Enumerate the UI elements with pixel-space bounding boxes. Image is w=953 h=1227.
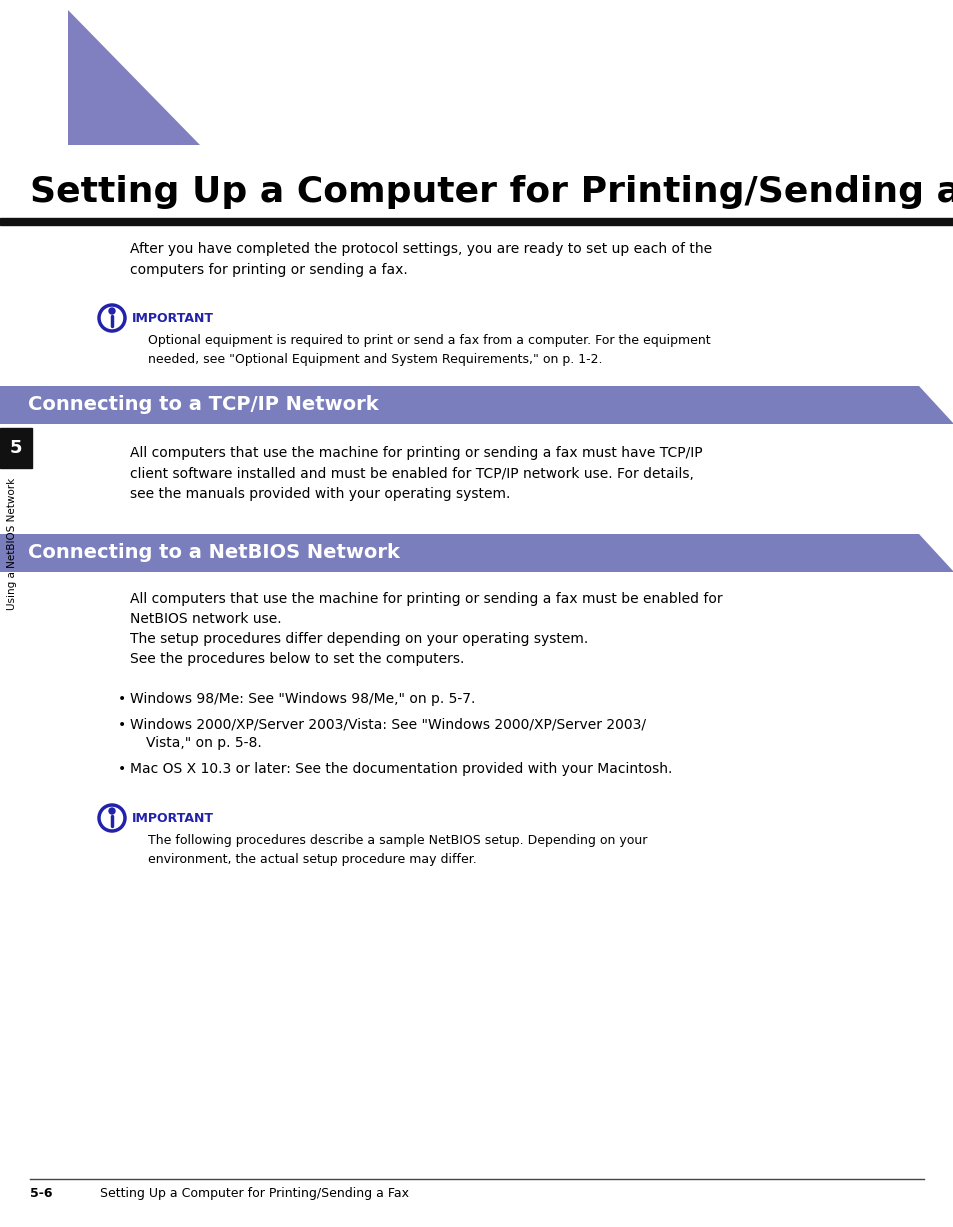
Text: The following procedures describe a sample NetBIOS setup. Depending on your
envi: The following procedures describe a samp… — [148, 834, 647, 865]
Text: Setting Up a Computer for Printing/Sending a Fax: Setting Up a Computer for Printing/Sendi… — [30, 175, 953, 209]
Text: Connecting to a NetBIOS Network: Connecting to a NetBIOS Network — [28, 544, 399, 562]
Text: •: • — [118, 762, 126, 775]
Text: Windows 2000/XP/Server 2003/Vista: See "Windows 2000/XP/Server 2003/: Windows 2000/XP/Server 2003/Vista: See "… — [130, 718, 645, 733]
Text: Using a NetBIOS Network: Using a NetBIOS Network — [7, 479, 17, 610]
Text: Optional equipment is required to print or send a fax from a computer. For the e: Optional equipment is required to print … — [148, 334, 710, 366]
Text: 5-6: 5-6 — [30, 1187, 52, 1200]
Bar — [0, 218, 953, 225]
Bar — [0, 428, 32, 467]
Text: IMPORTANT: IMPORTANT — [132, 811, 213, 825]
Text: •: • — [118, 692, 126, 706]
Text: All computers that use the machine for printing or sending a fax must have TCP/I: All computers that use the machine for p… — [130, 445, 702, 501]
Polygon shape — [0, 387, 953, 425]
Text: Setting Up a Computer for Printing/Sending a Fax: Setting Up a Computer for Printing/Sendi… — [100, 1187, 409, 1200]
Circle shape — [109, 809, 115, 814]
Text: 5: 5 — [10, 439, 22, 456]
Text: Windows 98/Me: See "Windows 98/Me," on p. 5-7.: Windows 98/Me: See "Windows 98/Me," on p… — [130, 692, 475, 706]
Circle shape — [109, 308, 115, 314]
Text: All computers that use the machine for printing or sending a fax must be enabled: All computers that use the machine for p… — [130, 591, 721, 666]
Text: After you have completed the protocol settings, you are ready to set up each of : After you have completed the protocol se… — [130, 242, 711, 276]
Polygon shape — [0, 534, 953, 572]
Text: Mac OS X 10.3 or later: See the documentation provided with your Macintosh.: Mac OS X 10.3 or later: See the document… — [130, 762, 672, 775]
Text: •: • — [118, 718, 126, 733]
Text: Vista," on p. 5-8.: Vista," on p. 5-8. — [146, 736, 261, 750]
Text: IMPORTANT: IMPORTANT — [132, 312, 213, 324]
Polygon shape — [68, 10, 200, 145]
Text: Connecting to a TCP/IP Network: Connecting to a TCP/IP Network — [28, 395, 378, 415]
